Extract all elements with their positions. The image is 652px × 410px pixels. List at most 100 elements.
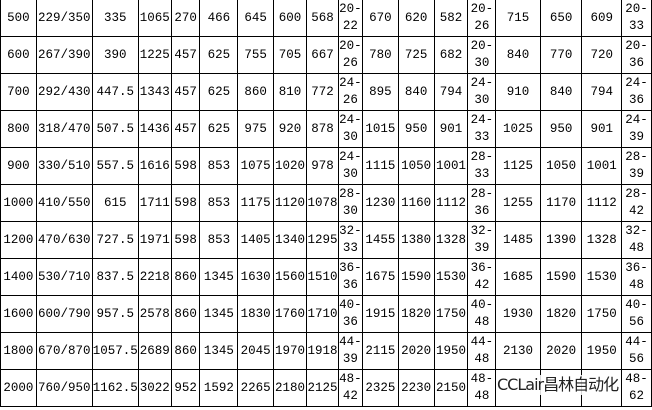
table-cell: 770 [539, 36, 583, 74]
table-cell: 705 [273, 36, 307, 74]
table-cell: 568 [305, 0, 339, 37]
table-cell: 28- 30 [337, 184, 363, 222]
table-cell: 44- 39 [337, 332, 363, 370]
table-cell: 507.5 [91, 110, 139, 148]
table-cell: 1760 [273, 295, 307, 333]
table-cell: 1025 [495, 110, 541, 148]
table-cell: 625 [199, 73, 239, 111]
table-row: 1200 470/630 727.5 1971 598 853 1405 1340 1295 32… [0, 221, 652, 259]
table-cell: 1175 [237, 184, 275, 222]
table-cell: 1001 [433, 147, 469, 185]
table-cell: 457 [170, 36, 201, 74]
table-cell: 557.5 [91, 147, 139, 185]
table-cell: 1390 [539, 221, 583, 259]
table-cell: 2000 [0, 369, 37, 407]
table-cell: 920 [273, 110, 307, 148]
table-cell: 860 [170, 332, 201, 370]
table-cell: 1950 [433, 332, 469, 370]
table-cell: 615 [91, 184, 139, 222]
table-cell: 1592 [199, 369, 239, 407]
table-cell: 1120 [273, 184, 307, 222]
table-cell: 24- 39 [621, 110, 652, 148]
table-cell: 2045 [237, 332, 275, 370]
table-cell: 1930 [495, 295, 541, 333]
table-cell: 1750 [433, 295, 469, 333]
table-cell: 975 [237, 110, 275, 148]
table-row: 2000 760/950 1162.5 3022 952 1592 2265 2180 2125… [0, 369, 652, 407]
table-cell: 1225 [137, 36, 172, 74]
table-cell: 1800 [0, 332, 37, 370]
table-cell: 1530 [433, 258, 469, 296]
table-cell: 625 [199, 36, 239, 74]
table-cell: 780 [361, 36, 399, 74]
table-cell: 957.5 [91, 295, 139, 333]
table-cell: 270 [170, 0, 201, 37]
table-cell: 598 [170, 221, 201, 259]
table-cell: 1078 [305, 184, 339, 222]
table-cell: 36- 48 [621, 258, 652, 296]
table-cell: 1405 [237, 221, 275, 259]
table-cell: 1020 [273, 147, 307, 185]
table-cell: 229/350 [35, 0, 93, 37]
watermark: CCLair昌林自动化 [497, 375, 619, 395]
table-cell: 901 [581, 110, 623, 148]
table-cell: 1050 [397, 147, 435, 185]
table-cell: 1295 [305, 221, 339, 259]
table-cell: 1820 [539, 295, 583, 333]
table-cell: 1485 [495, 221, 541, 259]
table-row: 900 330/510 557.5 1616 598 853 1075 1020 978 24- 3… [0, 147, 652, 185]
table-cell: 28- 36 [467, 184, 497, 222]
table-cell: 840 [539, 73, 583, 111]
table-cell: 390 [91, 36, 139, 74]
table-cell: 1162.5 [91, 369, 139, 407]
table-cell: 609 [581, 0, 623, 37]
table-cell: 466 [199, 0, 239, 37]
table-cell: 1830 [237, 295, 275, 333]
table-cell: 1820 [397, 295, 435, 333]
table-cell: 1600 [0, 295, 37, 333]
table-cell: 900 [0, 147, 37, 185]
table-cell: 1436 [137, 110, 172, 148]
table-cell: 1455 [361, 221, 399, 259]
table-cell: 1590 [397, 258, 435, 296]
table-cell: 598 [170, 184, 201, 222]
table-cell: 44- 48 [467, 332, 497, 370]
table-cell: 1685 [495, 258, 541, 296]
table-cell: 447.5 [91, 73, 139, 111]
table-cell: 978 [305, 147, 339, 185]
table-cell: 36- 42 [467, 258, 497, 296]
table-cell: 40- 56 [621, 295, 652, 333]
table-cell: 682 [433, 36, 469, 74]
table-cell: 20- 33 [621, 0, 652, 37]
table-cell: 700 [0, 73, 37, 111]
table-cell: 1057.5 [91, 332, 139, 370]
table-cell: 860 [237, 73, 275, 111]
table-cell: 28- 39 [621, 147, 652, 185]
table-cell: 837.5 [91, 258, 139, 296]
table-cell: 24- 30 [467, 73, 497, 111]
table-cell: 32- 48 [621, 221, 652, 259]
table-cell: 952 [170, 369, 201, 407]
table-cell: 620 [397, 0, 435, 37]
table-cell: 810 [273, 73, 307, 111]
table-cell: 950 [397, 110, 435, 148]
table-cell: 1200 [0, 221, 37, 259]
table-cell: 48- 42 [337, 369, 363, 407]
table-cell: 24- 30 [337, 110, 363, 148]
table-cell: 24- 26 [337, 73, 363, 111]
table-cell: 2689 [137, 332, 172, 370]
table-row: 1000 410/550 615 1711 598 853 1175 1120 1078 28- 3… [0, 184, 652, 222]
table-cell: 853 [199, 184, 239, 222]
table-cell: 1560 [273, 258, 307, 296]
table-cell: 1971 [137, 221, 172, 259]
table-cell: 20- 22 [337, 0, 363, 37]
table-cell: 20- 26 [337, 36, 363, 74]
table-cell: 600/790 [35, 295, 93, 333]
table-cell: 530/710 [35, 258, 93, 296]
table-cell: 40- 48 [467, 295, 497, 333]
table-cell: 1230 [361, 184, 399, 222]
table-cell: 667 [305, 36, 339, 74]
table-cell: 24- 33 [467, 110, 497, 148]
table-cell: 794 [581, 73, 623, 111]
